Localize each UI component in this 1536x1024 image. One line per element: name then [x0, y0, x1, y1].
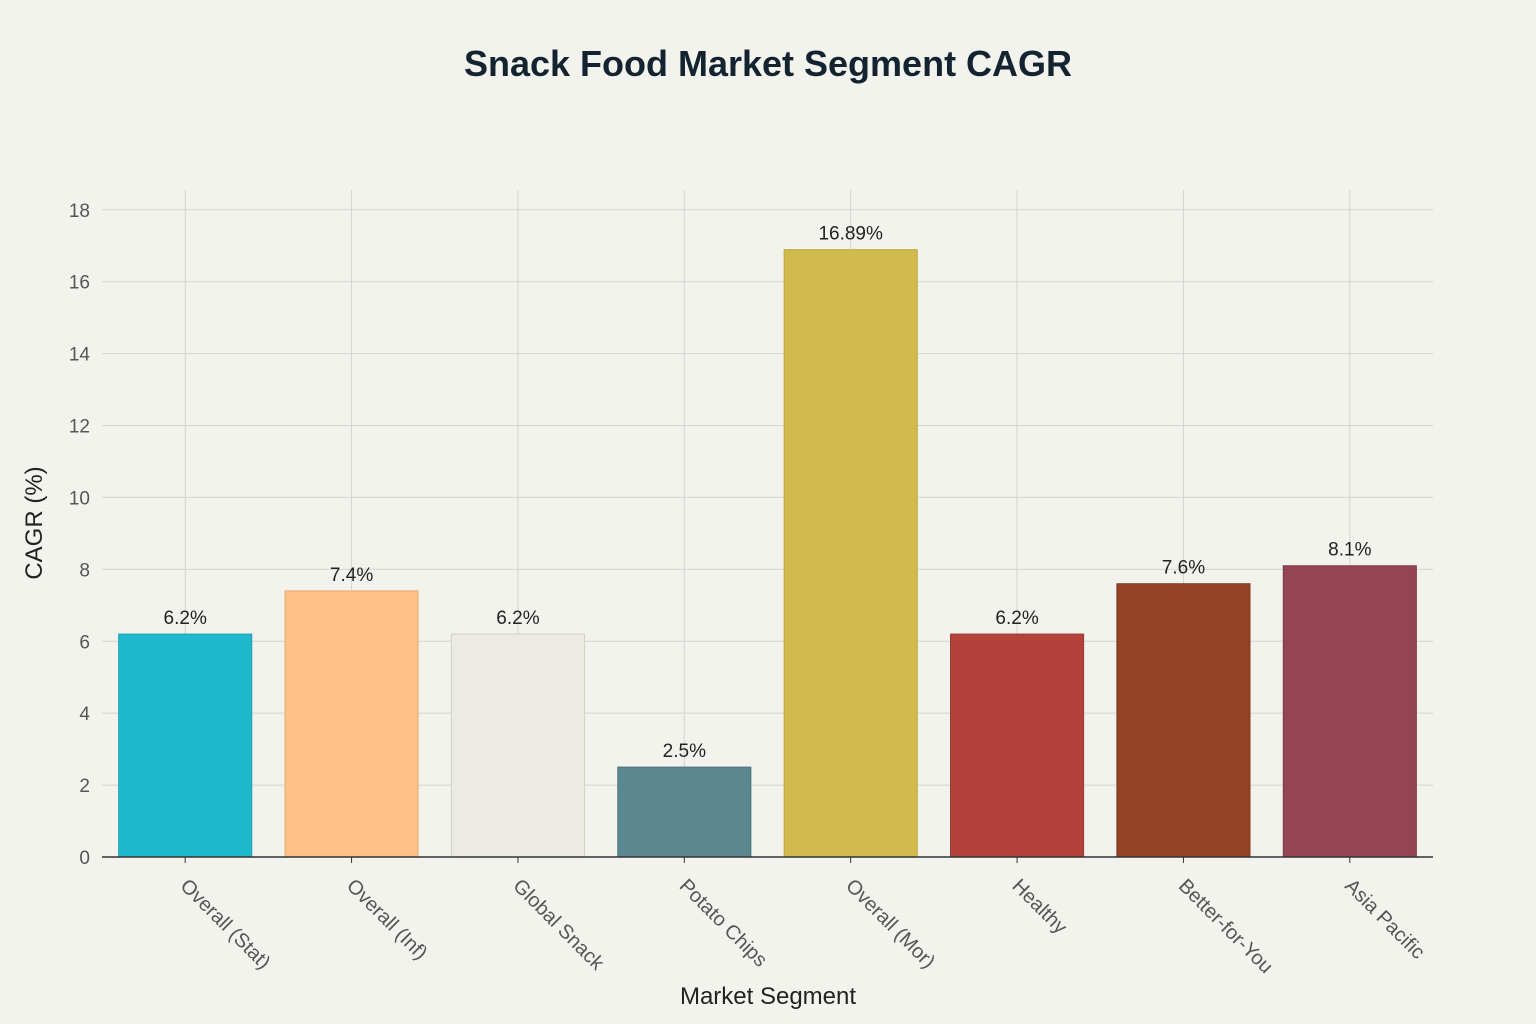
x-axis-label: Market Segment: [680, 983, 856, 1010]
y-tick-label: 16: [69, 273, 90, 294]
x-tick-label: Overall (Stat): [176, 875, 275, 974]
y-tick-label: 8: [79, 560, 90, 581]
bar-overall-stat: [118, 633, 253, 858]
chart-title: Snack Food Market Segment CAGR: [464, 43, 1072, 84]
y-tick-label: 10: [69, 488, 90, 509]
data-label: 6.2%: [164, 608, 207, 629]
x-tick-label: Overall (Inf): [342, 875, 431, 964]
x-tick-label: Better-for-You: [1174, 875, 1277, 978]
x-axis-ticks: Overall (Stat) Overall (Inf) Global Snack P…: [176, 857, 1429, 978]
data-label: 6.2%: [496, 608, 539, 629]
y-tick-label: 0: [79, 848, 90, 869]
data-labels: 6.2% 7.4% 6.2% 2.5% 16.89% 6.2% 7.6% 8.1%: [164, 224, 1372, 762]
y-axis-ticks: 0 2 4 6 8 10 12 14 16 18: [69, 201, 91, 869]
y-tick-label: 2: [79, 776, 90, 797]
x-tick-label: Overall (Mor): [841, 875, 939, 973]
bar-overall-mor: [783, 249, 918, 858]
bar-better-for-you: [1116, 583, 1251, 858]
data-label: 16.89%: [818, 224, 883, 245]
bar-asia-pacific: [1282, 565, 1417, 858]
x-tick-label: Global Snack: [508, 875, 608, 975]
y-tick-label: 12: [69, 417, 90, 438]
data-label: 8.1%: [1328, 540, 1371, 561]
data-label: 2.5%: [663, 741, 706, 762]
bar-healthy: [950, 633, 1085, 858]
data-label: 6.2%: [995, 608, 1038, 629]
y-axis-label: CAGR (%): [21, 466, 48, 579]
y-tick-label: 18: [69, 201, 90, 222]
x-tick-label: Healthy: [1008, 875, 1072, 939]
x-tick-label: Potato Chips: [675, 875, 772, 972]
bars: [118, 249, 1417, 858]
bar-global-snack: [450, 633, 585, 858]
y-tick-label: 6: [79, 632, 90, 653]
y-tick-label: 14: [69, 345, 91, 366]
bar-overall-inf: [284, 590, 419, 858]
x-tick-label: Asia Pacific: [1340, 875, 1429, 964]
bar-potato-chips: [617, 766, 752, 858]
data-label: 7.4%: [330, 565, 373, 586]
data-label: 7.6%: [1162, 558, 1205, 579]
y-tick-label: 4: [79, 704, 90, 725]
